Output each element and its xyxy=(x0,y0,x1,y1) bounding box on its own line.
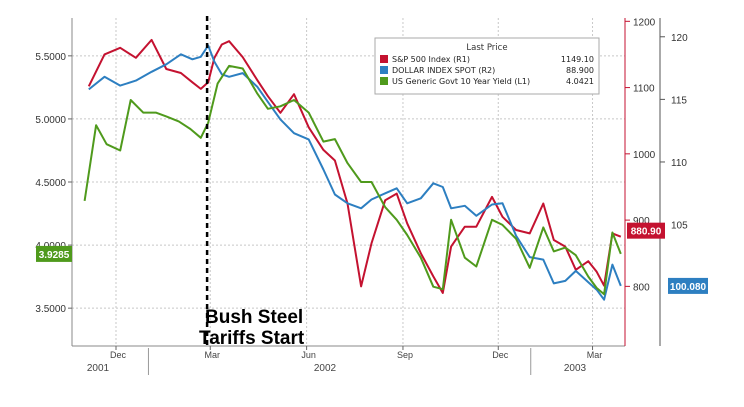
left-tick-label: 4.5000 xyxy=(35,178,66,189)
r1-tick-label: 1100 xyxy=(633,84,655,95)
month-tick-label: Dec xyxy=(110,350,127,360)
r2-tick-label: 105 xyxy=(671,221,688,232)
dollar-last-tag-label: 100.080 xyxy=(670,282,707,293)
yield-last-tag-label: 3.9285 xyxy=(39,250,70,261)
sp500-last-tag-label: 880.90 xyxy=(631,227,662,238)
axis-layer: 3.50004.00004.50005.00005.50008009001000… xyxy=(35,17,688,375)
annotation-line2: Tariffs Start xyxy=(199,328,305,349)
year-tick-label: 2003 xyxy=(564,363,587,374)
series-layer xyxy=(83,38,622,301)
legend-title: Last Price xyxy=(466,43,507,53)
r1-tick-label: 1000 xyxy=(633,150,656,161)
month-tick-label: Sep xyxy=(397,350,413,360)
r1-tick-label: 900 xyxy=(633,216,650,227)
year-tick-label: 2001 xyxy=(87,363,110,374)
legend-swatch xyxy=(380,55,388,63)
dollar-last-tag xyxy=(668,277,708,294)
annotation-line1: Bush Steel xyxy=(205,307,303,328)
month-tick-label: Jun xyxy=(301,350,316,360)
left-tick-label: 5.5000 xyxy=(35,52,66,63)
legend-entry-label: DOLLAR INDEX SPOT (R2) xyxy=(392,66,495,75)
month-tick-label: Mar xyxy=(587,350,603,360)
legend-frame xyxy=(374,37,600,95)
legend-entry-value: 1149.10 xyxy=(561,55,594,64)
legend: Last Price S&P 500 Index (R1) 1149.10 DOLLA… xyxy=(374,37,600,95)
legend-entry-value: 4.0421 xyxy=(566,77,594,86)
month-tick-label: Dec xyxy=(492,350,509,360)
legend-entry-label: US Generic Govt 10 Year Yield (L1) xyxy=(392,77,530,86)
month-tick-label: Mar xyxy=(205,350,221,360)
sp500-last-tag xyxy=(627,222,665,239)
dollar-index-line xyxy=(88,44,622,301)
r1-tick-label: 1200 xyxy=(633,17,656,28)
r2-tick-label: 110 xyxy=(671,158,687,169)
grid-layer xyxy=(72,18,625,346)
ten-year-yield-line xyxy=(83,64,622,296)
legend-entry-value: 88.900 xyxy=(566,66,594,75)
sp500-line xyxy=(87,38,622,294)
legend-swatch xyxy=(380,66,388,74)
r2-tick-label: 120 xyxy=(671,33,688,44)
legend-entry-label: S&P 500 Index (R1) xyxy=(392,55,470,64)
r2-tick-label: 115 xyxy=(671,95,687,106)
year-tick-label: 2002 xyxy=(314,363,337,374)
legend-swatch xyxy=(380,77,388,85)
left-tick-label: 3.5000 xyxy=(35,304,66,315)
left-tick-label: 5.0000 xyxy=(35,115,66,126)
r1-tick-label: 800 xyxy=(633,282,650,293)
yield-last-tag xyxy=(36,245,72,262)
